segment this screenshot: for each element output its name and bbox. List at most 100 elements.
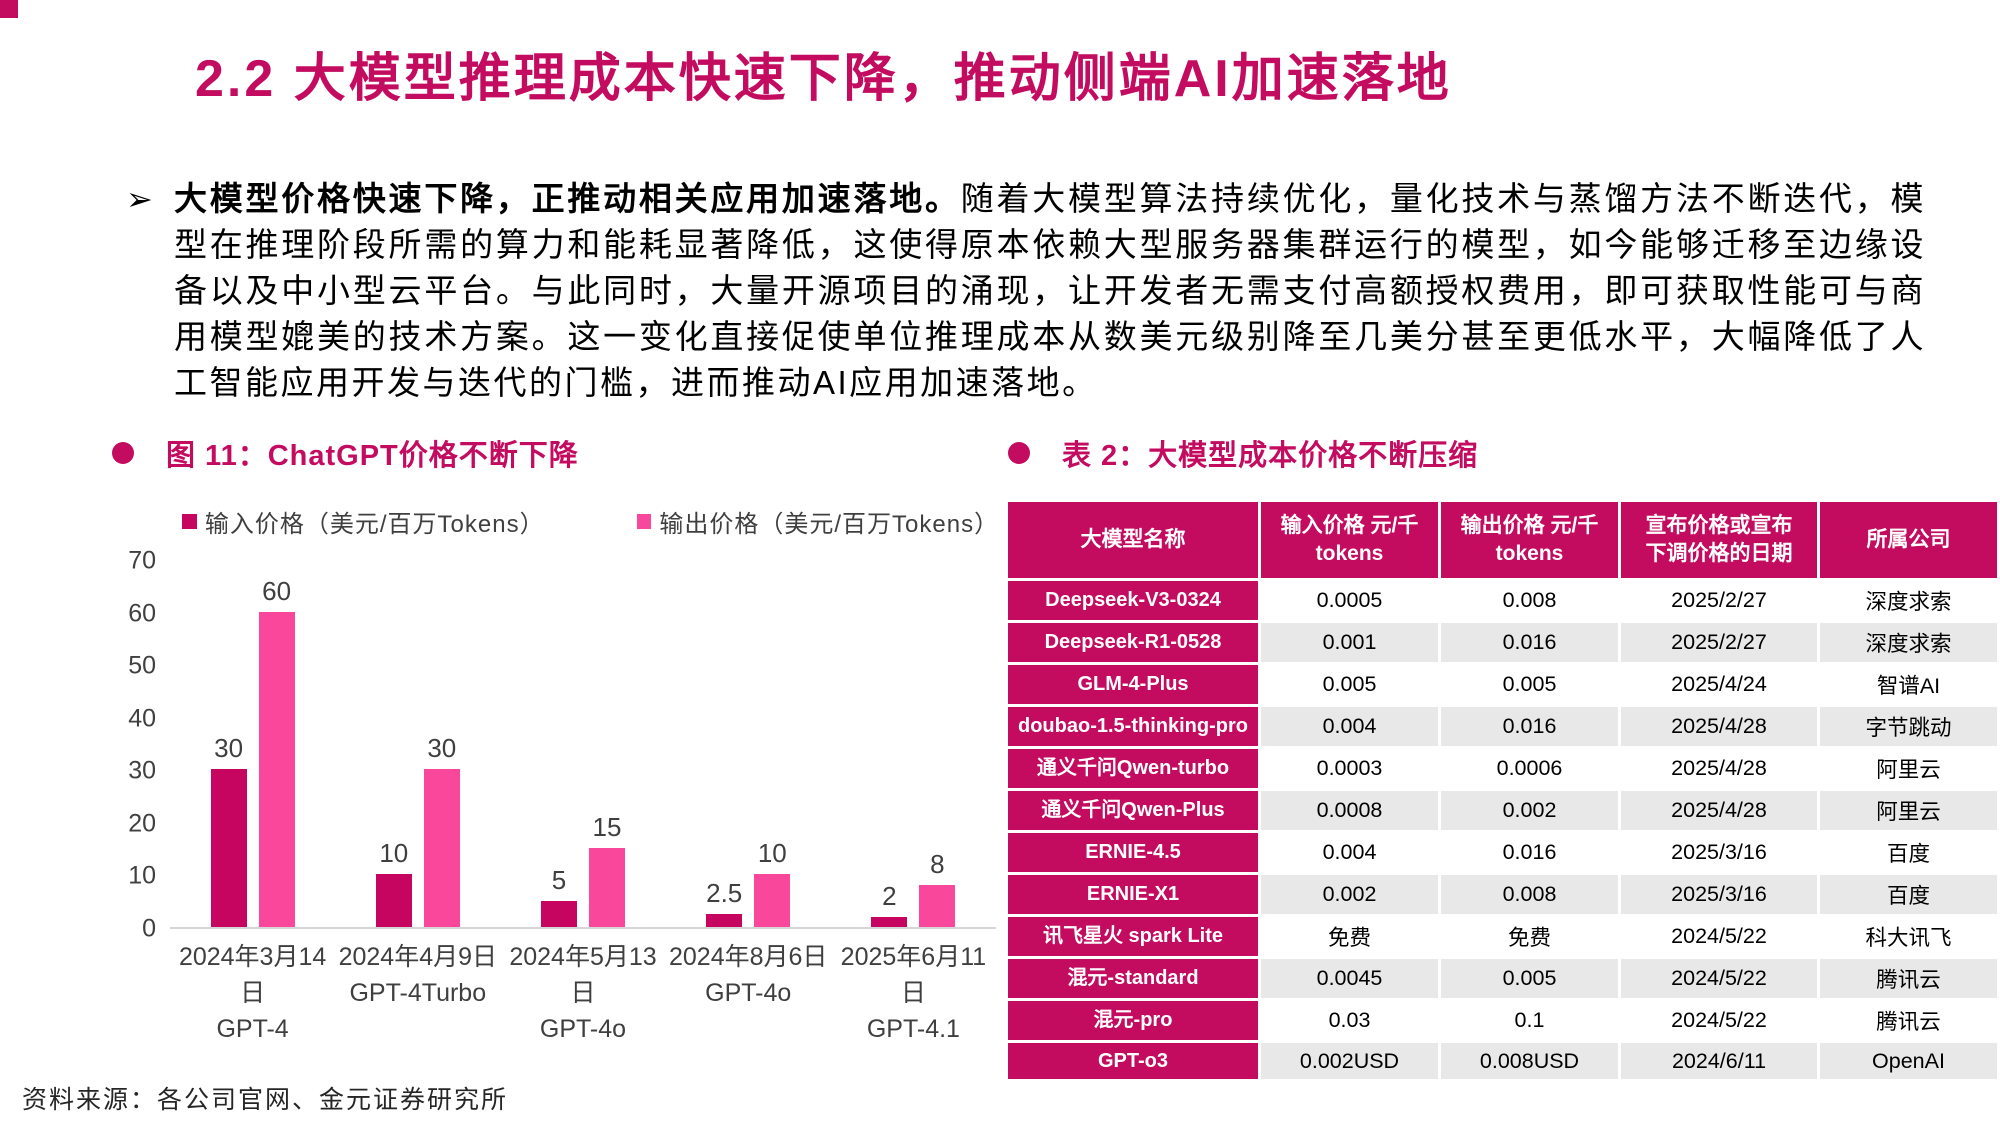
bar-group: 5 15 [500, 561, 665, 927]
table-row-header: ERNIE-X1 [1008, 875, 1258, 914]
table-bullet-icon [1008, 442, 1030, 464]
category-date: 2025年6月11日 [840, 943, 987, 1007]
bar [589, 848, 625, 927]
table-cell: 0.008 [1441, 875, 1618, 914]
table-cell: 2024/5/22 [1621, 959, 1817, 998]
table-panel: 表 2：大模型成本价格不断压缩 大模型名称 输入价格 元/千 tokens 输出价格… [1008, 432, 1997, 1079]
model-price-table: 大模型名称 输入价格 元/千 tokens 输出价格 元/千 tokens 宣布价格或… [1008, 502, 1997, 1079]
bar-group: 2.5 10 [666, 561, 831, 927]
legend-item: 输出价格（美元/百万Tokens） [636, 504, 998, 539]
bar-group: 30 60 [170, 561, 335, 927]
bar-group: 10 30 [335, 561, 500, 927]
table-cell: 深度求索 [1820, 623, 1997, 662]
table-heading: 表 2：大模型成本价格不断压缩 [1008, 432, 1988, 474]
bar-wrap: 10 [375, 838, 412, 927]
table-cell: 阿里云 [1820, 749, 1997, 788]
table-cell: 2025/2/27 [1621, 623, 1817, 662]
bar-wrap: 60 [258, 575, 295, 927]
table-row-header: doubao-1.5-thinking-pro [1008, 707, 1258, 746]
table-cell: 0.001 [1261, 623, 1438, 662]
table-cell: 0.002 [1441, 791, 1618, 830]
table-cell: 2025/3/16 [1621, 875, 1817, 914]
table-cell: 0.016 [1441, 833, 1618, 872]
category-label: 2024年3月14日 GPT-4 [170, 939, 335, 1047]
table-cell: 0.008 [1441, 581, 1618, 620]
bar-value-label: 30 [214, 733, 244, 764]
table-cell: 0.016 [1441, 707, 1618, 746]
legend-label: 输入价格（美元/百万Tokens） [204, 511, 545, 538]
legend-swatch-icon [636, 514, 652, 529]
table-cell: 0.004 [1261, 707, 1438, 746]
paragraph-body: 随着大模型算法持续优化，量化技术与蒸馏方法不断迭代，模型在推理阶段所需的算力和能… [174, 180, 1927, 401]
bar [375, 874, 412, 927]
bar-wrap: 15 [589, 812, 625, 927]
table-row-header: GLM-4-Plus [1008, 665, 1258, 704]
category-date: 2024年8月6日 [668, 943, 828, 971]
brand-corner-square [0, 0, 18, 18]
table-cell: 0.03 [1261, 1001, 1438, 1040]
figure-heading-text: 图 11：ChatGPT价格不断下降 [166, 440, 579, 472]
table-row-header: 混元-pro [1008, 1001, 1258, 1040]
bar-wrap: 30 [210, 733, 247, 927]
table-cell: 0.005 [1261, 665, 1438, 704]
bar-wrap: 2 [871, 880, 908, 927]
bar [541, 900, 577, 927]
table-header-cell: 大模型名称 [1008, 502, 1258, 578]
figure-panel: 图 11：ChatGPT价格不断下降 输入价格（美元/百万Tokens） 输出价格… [112, 432, 998, 1047]
table-cell: 腾讯云 [1820, 1001, 1997, 1040]
figure-heading: 图 11：ChatGPT价格不断下降 [112, 432, 996, 474]
bar-value-label: 8 [930, 848, 945, 879]
category-model: GPT-4o [539, 1015, 627, 1043]
bar [258, 611, 295, 927]
table-cell: 字节跳动 [1820, 707, 1997, 746]
category-model: GPT-4o [705, 979, 792, 1007]
bar-value-label: 10 [757, 838, 787, 869]
table-cell: 2024/5/22 [1621, 917, 1817, 956]
table-cell: 0.005 [1441, 959, 1618, 998]
bar-wrap: 2.5 [706, 878, 742, 927]
bar-wrap: 5 [541, 865, 577, 927]
table-cell: 0.0006 [1441, 749, 1618, 788]
table-cell: 2025/4/28 [1621, 749, 1817, 788]
bar-value-label: 10 [379, 838, 409, 869]
page-title: 2.2 大模型推理成本快速下降，推动侧端AI加速落地 [195, 50, 1452, 108]
table-cell: 2025/3/16 [1621, 833, 1817, 872]
table-cell: 0.004 [1261, 833, 1438, 872]
figure-bullet-icon [112, 442, 134, 464]
paragraph-lead: 大模型价格快速下降，正推动相关应用加速落地。 [174, 180, 961, 217]
table-row-header: Deepseek-R1-0528 [1008, 623, 1258, 662]
table-heading-text: 表 2：大模型成本价格不断压缩 [1062, 440, 1479, 472]
table-cell: 2024/6/11 [1621, 1043, 1817, 1079]
table-row-header: 通义千问Qwen-Plus [1008, 791, 1258, 830]
table-cell: 0.002USD [1261, 1043, 1438, 1079]
bar-wrap: 8 [919, 848, 956, 927]
table-cell: 0.008USD [1441, 1043, 1618, 1079]
table-cell: 0.0008 [1261, 791, 1438, 830]
chart-legend: 输入价格（美元/百万Tokens） 输出价格（美元/百万Tokens） [182, 504, 998, 539]
summary-paragraph: ➢ 大模型价格快速下降，正推动相关应用加速落地。随着大模型算法持续优化，量化技术… [126, 176, 1926, 406]
table-header-cell: 输出价格 元/千 tokens [1441, 502, 1618, 578]
table-cell: 0.002 [1261, 875, 1438, 914]
bar [210, 769, 247, 927]
bar-value-label: 2.5 [706, 877, 743, 908]
bar-value-label: 15 [592, 812, 622, 843]
category-label: 2024年8月6日 GPT-4o [666, 939, 831, 1047]
table-cell: 免费 [1441, 917, 1618, 956]
bar [919, 884, 956, 927]
table-cell: 0.0045 [1261, 959, 1438, 998]
category-date: 2024年5月13日 [509, 943, 657, 1007]
source-note: 资料来源：各公司官网、金元证券研究所 [22, 1086, 509, 1114]
table-cell: 智谱AI [1820, 665, 1997, 704]
category-model: GPT-4.1 [866, 1015, 960, 1043]
x-axis-labels: 2024年3月14日 GPT-4 2024年4月9日 GPT-4Turbo 2024年5… [170, 939, 996, 1047]
table-row-header: Deepseek-V3-0324 [1008, 581, 1258, 620]
table-cell: 百度 [1820, 833, 1997, 872]
table-cell: 深度求索 [1820, 581, 1997, 620]
table-header-cell: 所属公司 [1820, 502, 1997, 578]
bar-wrap: 30 [423, 733, 460, 927]
table-row-header: ERNIE-4.5 [1008, 833, 1258, 872]
bar-value-label: 2 [882, 880, 897, 911]
table-cell: 百度 [1820, 875, 1997, 914]
bar-value-label: 60 [262, 575, 292, 606]
